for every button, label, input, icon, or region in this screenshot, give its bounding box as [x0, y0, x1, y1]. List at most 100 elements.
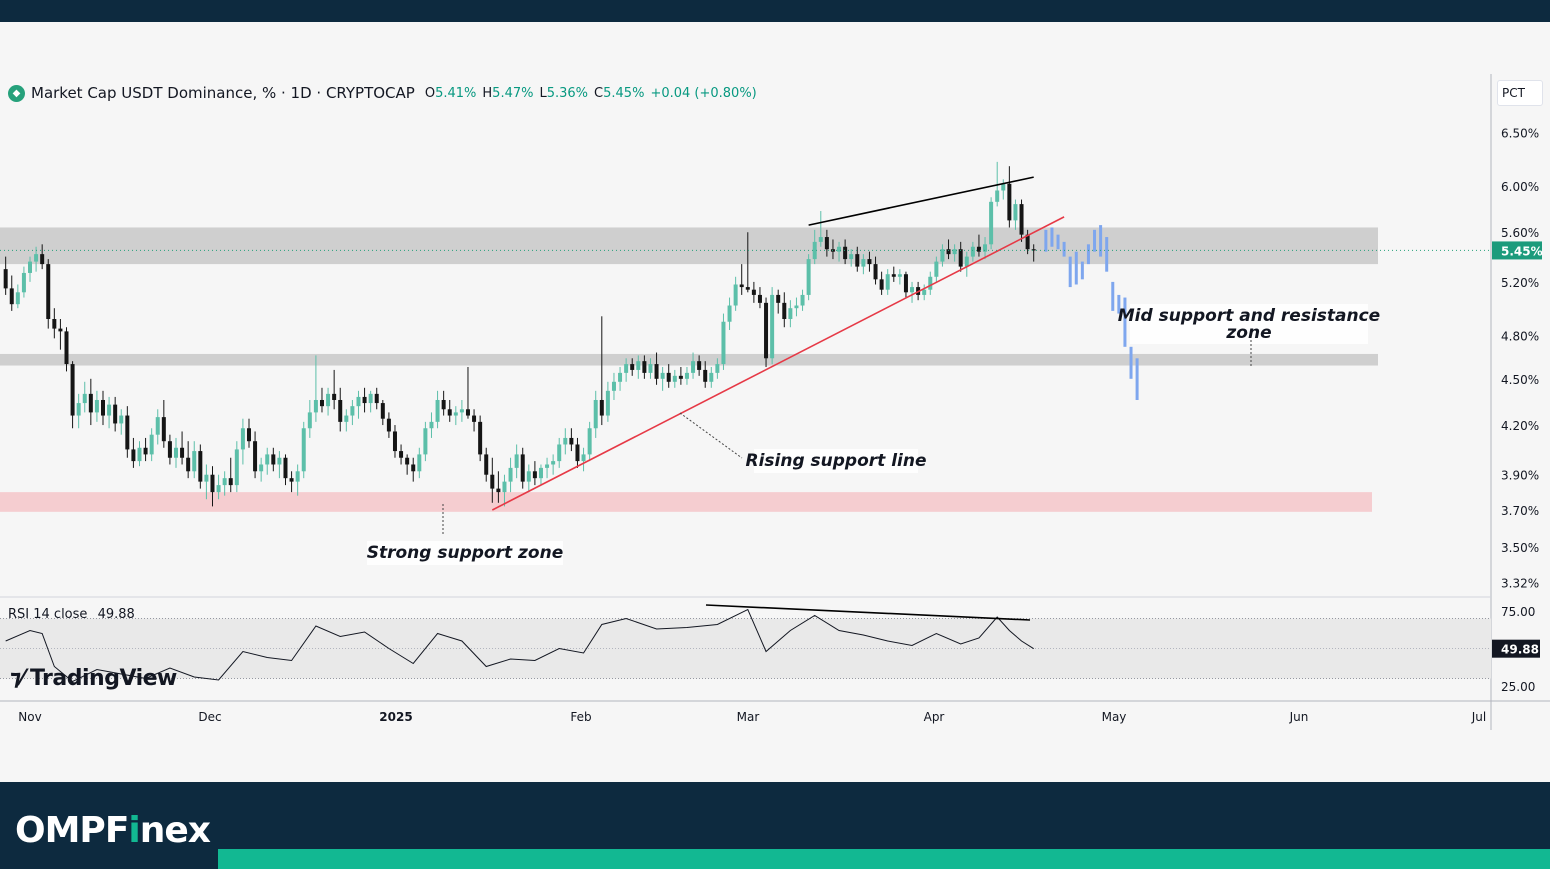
- candle-body: [532, 471, 537, 479]
- x-tick-label: Jun: [1289, 710, 1309, 724]
- annotation-arrow: [679, 412, 743, 459]
- candle-body: [204, 474, 209, 482]
- candle-body: [642, 361, 647, 373]
- y-tick-label: 3.70%: [1501, 504, 1539, 518]
- annotation-bg: [1130, 304, 1368, 344]
- candle-body: [88, 393, 93, 413]
- candle-body: [386, 418, 391, 432]
- candle-body: [1013, 204, 1018, 221]
- axes-layer: 6.50% 6.00% 5.60% 5.20% 4.80% 4.50% 4.20% 3.90%…: [0, 74, 1550, 730]
- candle-body: [910, 287, 915, 293]
- candle-body: [739, 284, 744, 288]
- y-tick-label: 4.80%: [1501, 330, 1539, 344]
- chart-legend: ◆ Market Cap USDT Dominance, % · 1D · CR…: [8, 84, 757, 102]
- zone-1: [0, 353, 1378, 366]
- candle-body: [234, 449, 239, 486]
- candles-layer: [3, 161, 1036, 507]
- candle-body: [9, 288, 14, 305]
- candle-body: [940, 249, 945, 262]
- annotation-text: Mid support and resistance: [1118, 306, 1380, 326]
- candle-body: [271, 454, 276, 465]
- candle-body: [76, 403, 81, 416]
- candle-body: [484, 454, 489, 475]
- projection-bar: [1080, 261, 1084, 280]
- annotation-text: zone: [1225, 323, 1271, 343]
- footer-accent-stripe: [218, 849, 1550, 869]
- projection-bar: [1086, 244, 1090, 265]
- candle-body: [64, 331, 69, 365]
- rsi-divergence-line: [705, 604, 1031, 621]
- candle-body: [313, 399, 318, 413]
- candle-body: [903, 274, 908, 293]
- candle-body: [58, 328, 63, 332]
- candle-body: [137, 447, 142, 462]
- candle-body: [538, 467, 543, 479]
- annotation-text: Strong support zone: [367, 543, 564, 563]
- trendline: [491, 216, 1065, 511]
- candle-body: [465, 409, 470, 416]
- candle-body: [295, 471, 300, 482]
- projection-bar: [1093, 229, 1097, 252]
- candle-body: [660, 372, 665, 379]
- x-tick-label: Feb: [570, 710, 591, 724]
- candle-body: [764, 302, 769, 359]
- candle-body: [800, 294, 805, 306]
- candle-body: [849, 254, 854, 260]
- candle-body: [289, 478, 294, 482]
- candle-body: [995, 190, 1000, 202]
- last-price-label: 5.45%: [1501, 244, 1543, 258]
- candle-body: [259, 464, 264, 472]
- projection-bar: [1068, 256, 1072, 288]
- scale-mode-button[interactable]: PCT: [1497, 80, 1543, 106]
- ohlc-high: H5.47%: [482, 85, 534, 101]
- candle-body: [727, 305, 732, 322]
- candle-body: [338, 399, 343, 422]
- candle-body: [283, 457, 288, 479]
- candle-body: [167, 441, 172, 458]
- candle-body: [885, 274, 890, 290]
- candle-body: [356, 396, 361, 407]
- candle-body: [490, 474, 495, 489]
- footer-banner: OMPFinex: [0, 782, 1550, 869]
- candle-body: [332, 393, 337, 400]
- candle-body: [228, 478, 233, 486]
- candle-body: [28, 261, 32, 273]
- candle-body: [715, 364, 720, 373]
- candle-body: [557, 444, 562, 462]
- candle-body: [82, 393, 87, 404]
- candle-body: [837, 246, 842, 252]
- y-tick-label: 6.00%: [1501, 180, 1539, 194]
- projection-bar: [1117, 294, 1121, 314]
- candle-body: [447, 409, 452, 416]
- rsi-label: RSI 14 close: [8, 607, 88, 622]
- candle-body: [691, 361, 696, 373]
- projection-bar: [1099, 225, 1103, 257]
- candle-body: [721, 321, 726, 365]
- candle-body: [472, 415, 477, 422]
- y-tick-label: 6.50%: [1501, 126, 1539, 140]
- symbol-title[interactable]: Market Cap USDT Dominance, % · 1D · CRYP…: [31, 84, 415, 102]
- ohlc-close: C5.45%: [594, 85, 645, 101]
- candle-body: [40, 254, 45, 265]
- candle-body: [751, 289, 756, 295]
- tradingview-wordmark: TradingView: [29, 666, 177, 691]
- y-tick-label: 3.90%: [1501, 469, 1539, 483]
- candle-body: [569, 437, 574, 445]
- candle-body: [587, 428, 592, 455]
- x-tick-label: Nov: [18, 710, 41, 724]
- y-tick-label: 3.50%: [1501, 541, 1539, 555]
- candle-body: [173, 447, 178, 458]
- candle-body: [618, 372, 623, 382]
- candle-body: [277, 457, 282, 465]
- tradingview-logo[interactable]: ⁊⁄ TradingView: [10, 666, 177, 691]
- candle-body: [1019, 204, 1024, 235]
- footer-brand[interactable]: OMPFinex: [15, 810, 211, 851]
- candle-body: [107, 404, 112, 416]
- rsi-tick-label: 75.00: [1501, 605, 1535, 619]
- candle-body: [459, 409, 464, 413]
- candle-body: [867, 259, 872, 265]
- projection-bar: [1050, 227, 1054, 247]
- candle-body: [599, 399, 604, 416]
